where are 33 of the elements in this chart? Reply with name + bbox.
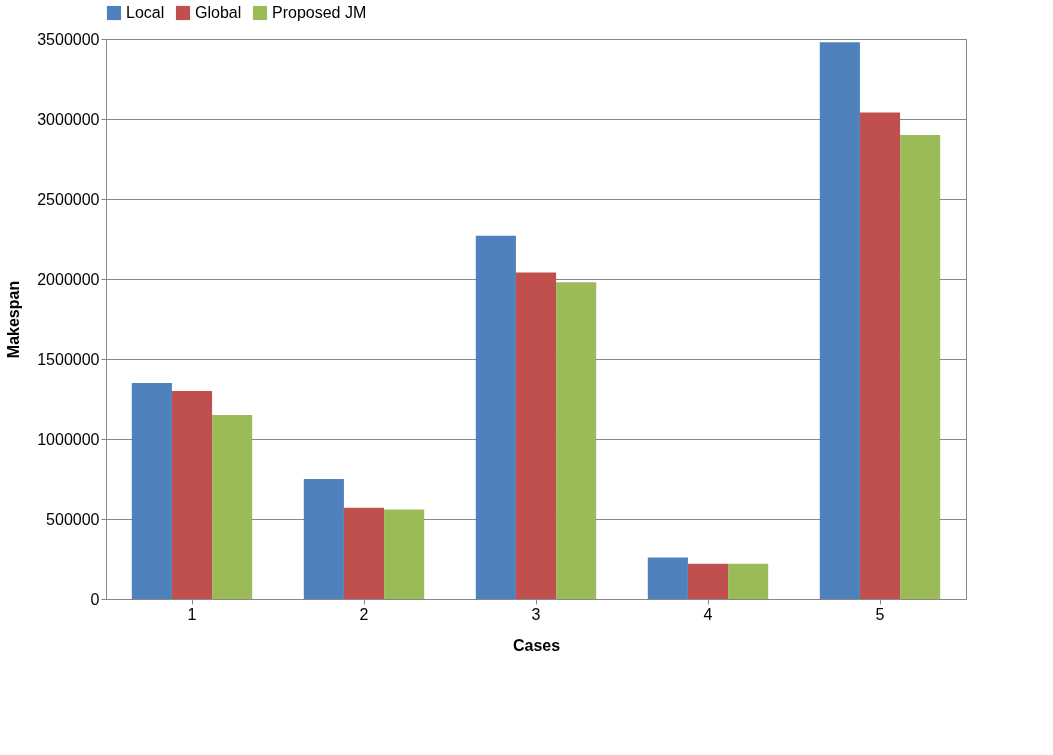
legend-label: Local (126, 4, 165, 21)
x-tick-label: 4 (703, 605, 713, 623)
y-tick-label: 3000000 (37, 110, 100, 128)
y-tick-label: 500000 (46, 510, 100, 528)
bar (859, 112, 901, 599)
bar (384, 509, 425, 599)
bar (131, 383, 172, 599)
x-tick-label: 5 (875, 605, 885, 623)
y-tick-label: 1500000 (37, 350, 100, 368)
x-tick-label: 3 (531, 605, 541, 623)
legend-label: Proposed JM (272, 4, 367, 21)
x-tick-label: 2 (359, 605, 369, 623)
bar (728, 563, 769, 599)
bar (819, 42, 860, 599)
bar (303, 479, 344, 599)
bar (212, 415, 253, 599)
y-axis-title: Makespan (5, 280, 23, 359)
legend-label: Global (195, 4, 242, 21)
y-tick-label: 3500000 (37, 30, 100, 48)
y-tick-label: 2000000 (37, 270, 100, 288)
bar (556, 282, 597, 599)
x-axis-title: Cases (512, 636, 561, 654)
y-tick-label: 2500000 (37, 190, 100, 208)
y-tick-label: 0 (90, 590, 100, 608)
bar (343, 507, 385, 599)
bar (475, 235, 516, 599)
bar (687, 563, 729, 599)
bar (515, 272, 557, 599)
bar (171, 391, 213, 599)
bar (900, 135, 941, 599)
y-tick-label: 1000000 (37, 430, 100, 448)
x-tick-label: 1 (187, 605, 197, 623)
bar (647, 557, 688, 599)
